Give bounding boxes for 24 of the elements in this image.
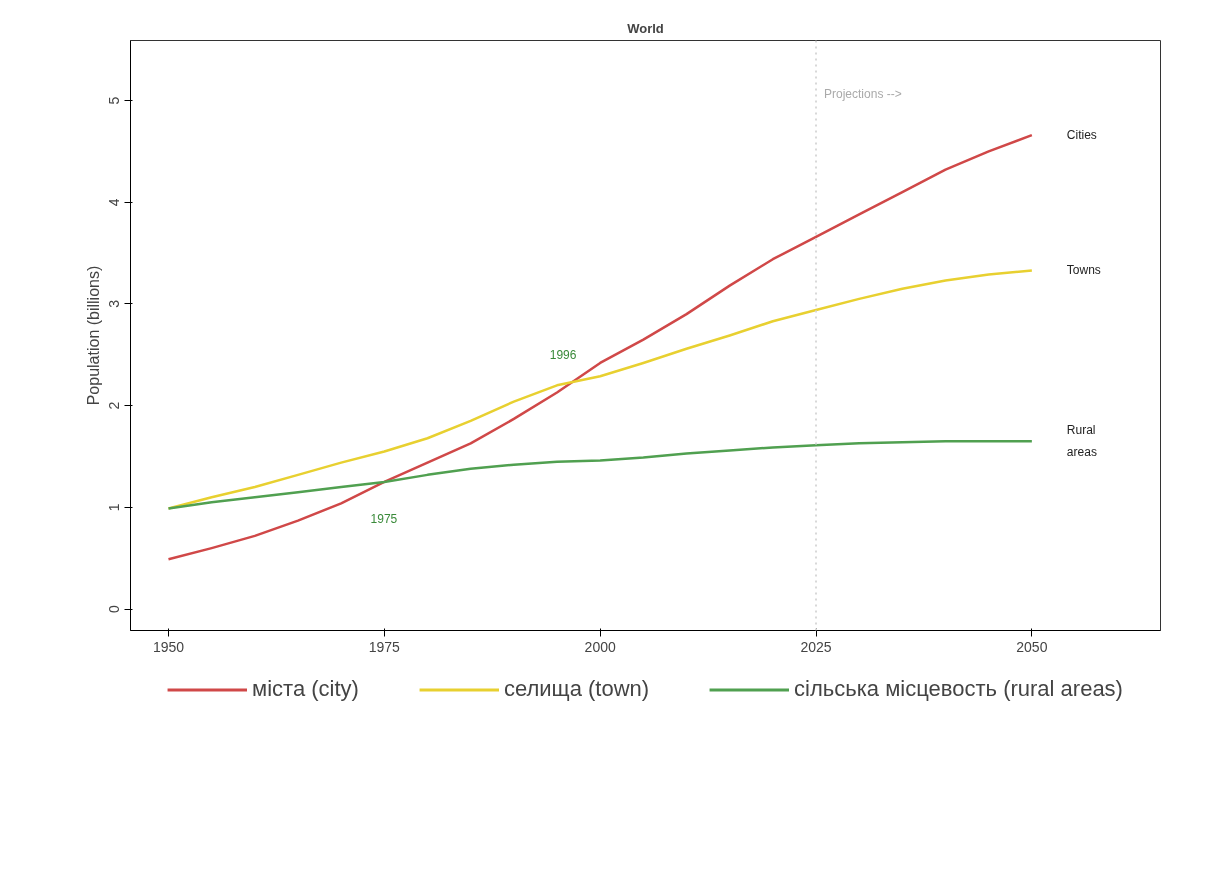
annotation: Towns: [1066, 263, 1101, 278]
x-tick-label: 2000: [584, 638, 616, 655]
y-tick-label: 3: [106, 299, 123, 308]
annotation: 1996: [549, 348, 577, 363]
y-tick-label: 0: [106, 605, 123, 614]
line-series: [167, 133, 1034, 561]
line-series: [167, 440, 1034, 510]
x-tick-label: 2050: [1016, 638, 1048, 655]
annotation: Rural areas: [1066, 423, 1097, 460]
y-tick-label: 1: [106, 503, 123, 512]
chart-title: World: [627, 20, 664, 36]
y-tick-label: 4: [106, 198, 123, 207]
x-tick-label: 2025: [800, 638, 832, 655]
y-axis-title: Population (billions): [84, 265, 102, 406]
legend-label: селища (town): [503, 676, 650, 702]
ref-line-label: Projections -->: [824, 86, 902, 101]
x-tick-label: 1975: [368, 638, 401, 655]
annotation: 1975: [370, 511, 398, 526]
y-tick-label: 5: [106, 96, 123, 105]
legend-label: міста (city): [252, 676, 359, 702]
legend-label: сільська місцевость (rural areas): [794, 676, 1123, 702]
y-tick-label: 2: [106, 401, 123, 410]
x-tick-label: 1950: [152, 638, 185, 655]
annotation: Cities: [1066, 128, 1097, 143]
